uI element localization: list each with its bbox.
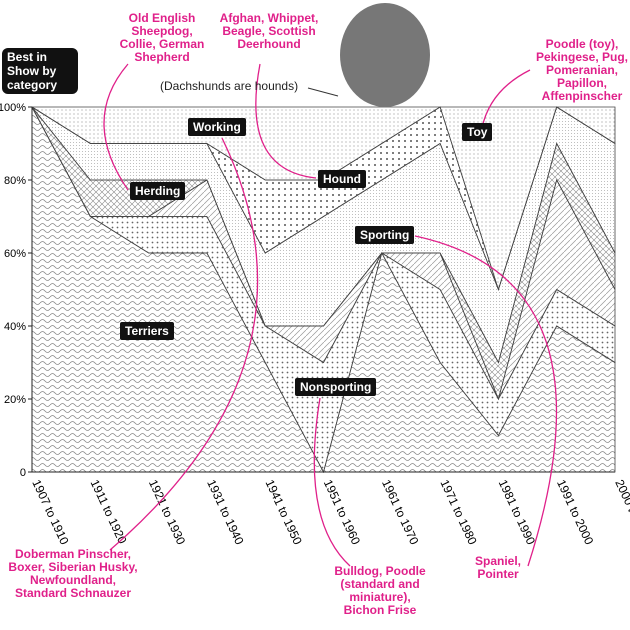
y-tick-label: 60% [4,248,26,260]
arrow [313,397,351,567]
y-tick-label: 100% [0,102,26,114]
x-tick-label: 1991 to 2000 [554,477,596,547]
arrows [103,63,558,567]
x-tick-label: 1931 to 1940 [204,477,246,547]
arrow [109,137,259,551]
x-tick-label: 1971 to 1980 [437,477,479,547]
x-tick-label: 1941 to 1950 [262,477,304,547]
series-label: Hound [318,170,366,188]
y-tick-label: 20% [4,394,26,406]
series-label: Terriers [120,322,174,340]
subtitle: (Dachshunds are hounds) [160,79,299,93]
annotation: Spaniel, Pointer [474,554,521,581]
y-tick-label: 40% [4,321,26,333]
dog-photo [340,3,430,107]
area [30,106,616,291]
x-tick-label: 1921 to 1930 [146,477,188,547]
annotation: Doberman Pinscher, Boxer, Siberian Husky… [8,547,138,600]
arrow [481,69,531,129]
x-tick-label: 1907 to 1910 [29,477,71,547]
y-tick-label: 80% [4,175,26,187]
y-tick-label: 0 [20,467,26,479]
pointer-line [307,87,339,97]
annotation: Afghan, Whippet, Beagle, Scottish Deerho… [219,11,319,51]
x-tick-label: 1911 to 1920 [88,477,130,546]
x-tick-label: 1951 to 1960 [321,477,363,547]
arrow [255,63,317,179]
annotation: Old English Sheepdog, Collie, German She… [119,11,205,64]
arrow [414,235,558,567]
series-label: Toy [462,123,493,141]
annotation: Poodle (toy), Pekingese, Pug, Pomeranian… [535,37,629,103]
annotation: Bulldog, Poodle (standard and miniature)… [334,564,426,617]
chart-title: Best in Show by category [2,48,78,94]
x-tick-label: 1981 to 1990 [496,477,538,547]
series-label: Working [188,118,246,136]
x-tick-label: 1961 to 1970 [379,477,421,547]
series-label: Sporting [355,226,415,244]
arrow [103,63,129,191]
x-tick-label: 2000 to 2013 [612,477,630,547]
series-label: Herding [130,182,186,200]
series-label: Nonsporting [295,378,377,396]
